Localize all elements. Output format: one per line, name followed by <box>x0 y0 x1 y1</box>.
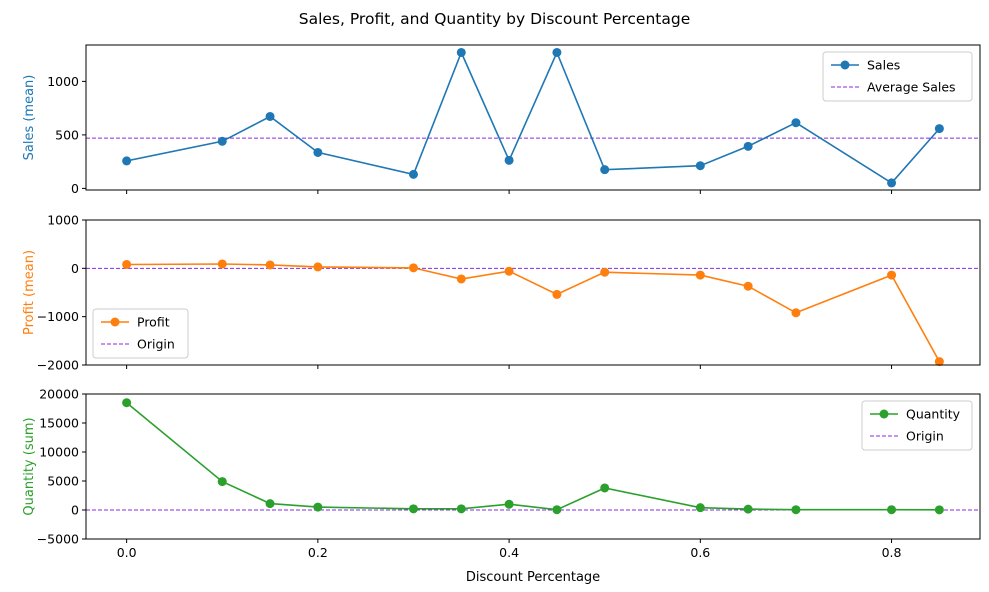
legend-label: Origin <box>906 429 944 444</box>
data-point <box>743 504 753 514</box>
series-line-profit <box>126 263 941 362</box>
legend-label: Profit <box>137 315 170 330</box>
y-axis-label: Quantity (sum) <box>22 417 37 515</box>
y-tick-label: 5000 <box>47 474 79 489</box>
data-point <box>217 477 227 487</box>
x-tick-label: 0.4 <box>499 545 519 560</box>
data-point <box>791 505 801 515</box>
data-point <box>934 124 944 134</box>
y-tick-label: 500 <box>55 127 79 142</box>
panel-2: −2000 −1000 0 1000 Profit (mean) Profit Origin <box>22 213 981 373</box>
data-point <box>265 260 275 270</box>
data-point <box>122 156 132 166</box>
data-point <box>313 502 323 512</box>
data-point <box>217 259 227 269</box>
y-tick-label: 20000 <box>39 387 79 402</box>
data-point <box>887 270 897 280</box>
y-axis-label: Sales (mean) <box>22 75 37 161</box>
data-point <box>265 111 275 121</box>
y-axis-label: Profit (mean) <box>22 250 37 335</box>
data-point <box>408 169 418 179</box>
y-tick-label: 0 <box>71 261 79 276</box>
y-tick-label: −5000 <box>37 532 79 547</box>
legend-label: Sales <box>867 58 900 73</box>
y-tick-label: 15000 <box>39 416 79 431</box>
data-point <box>743 281 753 291</box>
x-tick-label: 0.6 <box>690 545 710 560</box>
data-point <box>122 398 132 408</box>
data-point <box>552 505 562 515</box>
data-point <box>265 499 275 509</box>
y-tick-label: −2000 <box>37 358 79 373</box>
y-tick-label: −1000 <box>37 309 79 324</box>
data-point <box>408 263 418 273</box>
data-point <box>122 259 132 269</box>
data-point <box>600 267 610 277</box>
data-point <box>791 308 801 318</box>
data-point <box>313 147 323 157</box>
x-tick-label: 0.2 <box>308 545 328 560</box>
data-point <box>504 155 514 165</box>
legend-label: Origin <box>137 337 175 352</box>
data-point <box>600 483 610 493</box>
data-point <box>504 499 514 509</box>
data-point <box>743 141 753 151</box>
data-point <box>600 165 610 175</box>
data-point <box>934 505 944 515</box>
data-point <box>695 161 705 171</box>
legend: Quantity Origin <box>861 400 973 451</box>
series-line-quantity <box>126 402 940 511</box>
legend-label: Quantity <box>906 407 961 422</box>
y-tick-label: 1000 <box>47 74 79 89</box>
y-tick-label: 0 <box>71 181 79 196</box>
data-point <box>552 289 562 299</box>
data-point <box>552 47 562 57</box>
axes-frame <box>85 393 981 540</box>
x-tick-label: 0.0 <box>117 545 137 560</box>
legend-label: Average Sales <box>867 80 956 95</box>
y-tick-label: 0 <box>71 503 79 518</box>
data-point <box>456 274 466 284</box>
x-tick-label: 0.8 <box>882 545 902 560</box>
data-point <box>695 503 705 513</box>
data-point <box>456 47 466 57</box>
legend-swatch-marker <box>879 409 889 419</box>
y-tick-label: 1000 <box>47 213 79 228</box>
data-point <box>887 505 897 515</box>
data-point <box>695 270 705 280</box>
data-point <box>887 178 897 188</box>
data-point <box>934 357 944 367</box>
data-point <box>408 504 418 514</box>
panel-3: −5000 0 5000 10000 15000 20000 0.0 0.2 0.4 0.6 0.8… <box>22 387 981 560</box>
y-tick-label: 10000 <box>39 445 79 460</box>
chart-title: Sales, Profit, and Quantity by Discount … <box>299 10 691 28</box>
legend-swatch-marker <box>840 60 850 70</box>
axes-frame <box>85 219 981 366</box>
axes-frame <box>85 44 981 191</box>
legend-swatch-marker <box>110 317 120 327</box>
legend: Sales Average Sales <box>822 51 973 102</box>
data-point <box>504 266 514 276</box>
series-line-sales <box>126 50 941 184</box>
panels: 0 500 1000 Sales (mean) Sales Average Sales −2… <box>22 44 981 560</box>
panel-1: 0 500 1000 Sales (mean) Sales Average Sales <box>22 44 981 196</box>
data-point <box>456 504 466 514</box>
legend: Profit Origin <box>92 308 189 359</box>
legend-frame <box>822 51 973 102</box>
x-axis-label: Discount Percentage <box>466 570 600 585</box>
data-point <box>313 262 323 272</box>
data-point <box>217 136 227 146</box>
data-point <box>791 118 801 128</box>
